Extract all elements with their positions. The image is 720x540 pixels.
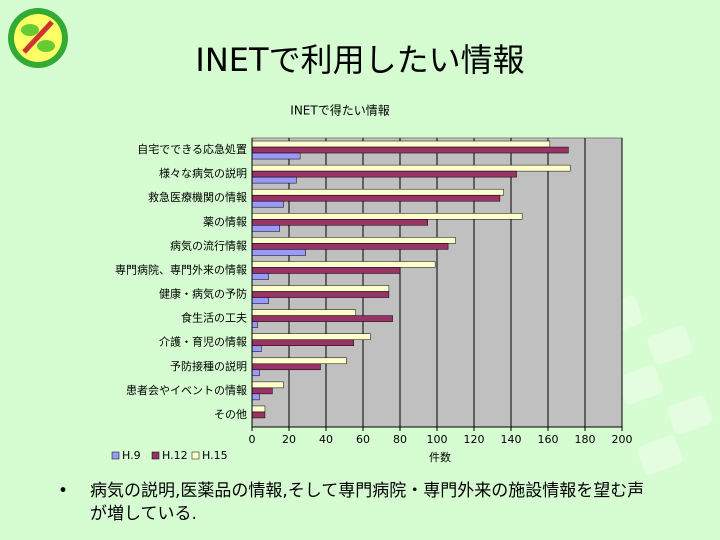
legend-label: H.15 [202,449,228,462]
bar [251,315,393,322]
x-tick-label: 140 [501,433,522,446]
x-tick-label: 80 [393,433,407,446]
bar [251,146,569,154]
y-tick-label: 救急医療機関の情報 [148,190,247,204]
legend-label: H.12 [162,449,188,462]
bar [251,194,501,202]
bar [251,339,354,346]
bar [251,219,428,226]
x-axis-label: 件数 [429,451,451,464]
bar [251,309,356,316]
y-tick-label: 様々な病気の説明 [159,166,247,180]
bar [251,405,266,413]
slide-title: INETで利用したい情報 [195,41,524,79]
x-tick-label: 40 [319,433,333,446]
logo [8,8,68,68]
legend-label: H.9 [122,449,141,462]
bar [251,200,284,208]
bar [251,291,390,298]
bar [251,152,301,160]
y-tick-label: 病気の流行情報 [170,238,247,252]
bar [251,243,449,250]
bullet-list: • 病気の説明,医薬品の情報,そして専門病院・専門外来の施設情報を望む声が増して… [58,480,658,526]
bar [251,369,260,377]
bar [251,213,523,220]
y-tick-label: 自宅でできる応急処置 [137,142,247,156]
bar [251,285,390,292]
y-tick-label: 予防接種の説明 [170,359,247,373]
bar [251,164,571,172]
y-tick-label: その他 [214,408,247,421]
legend-swatch [191,451,200,460]
x-tick-label: 200 [612,433,633,446]
y-tick-label: 介護・育児の情報 [159,335,247,349]
bar [251,333,371,340]
x-tick-label: 160 [538,433,559,446]
x-tick-label: 20 [282,433,296,446]
bar [251,381,284,389]
bullet-text: 病気の説明,医薬品の情報,そして専門病院・専門外来の施設情報を望む声が増している… [90,481,645,524]
bar [251,237,456,244]
bar [251,140,551,148]
bar [251,267,401,274]
x-tick-label: 0 [249,433,256,446]
y-tick-label: 食生活の工夫 [181,311,247,325]
bar [251,188,504,196]
x-tick-label: 180 [575,433,596,446]
bar [251,411,266,419]
bullet-dot: • [58,481,69,501]
legend-swatch [151,451,160,460]
bar [251,176,297,184]
y-tick-label: 健康・病気の予防 [159,287,247,301]
legend-swatch [111,451,120,460]
bar [251,261,436,268]
y-tick-label: 専門病院、専門外来の情報 [115,262,247,276]
x-tick-label: 60 [356,433,370,446]
bar [251,387,273,395]
bar [251,393,260,401]
bar [251,170,517,178]
x-tick-label: 100 [427,433,448,446]
bar [251,249,306,256]
x-tick-label: 120 [464,433,485,446]
chart-title: INETで得たい情報 [290,103,389,118]
bar [251,363,321,371]
bar [251,273,269,280]
bar [251,297,269,304]
bar [251,357,347,365]
y-tick-label: 薬の情報 [203,215,247,228]
bar [251,345,262,352]
bar [251,225,280,232]
y-tick-label: 患者会やイベントの情報 [126,384,247,397]
bar [251,321,258,328]
chart: INETで利用したい情報 INETで得たい情報 0 20 40 60 80 100 120 1… [8,8,713,475]
